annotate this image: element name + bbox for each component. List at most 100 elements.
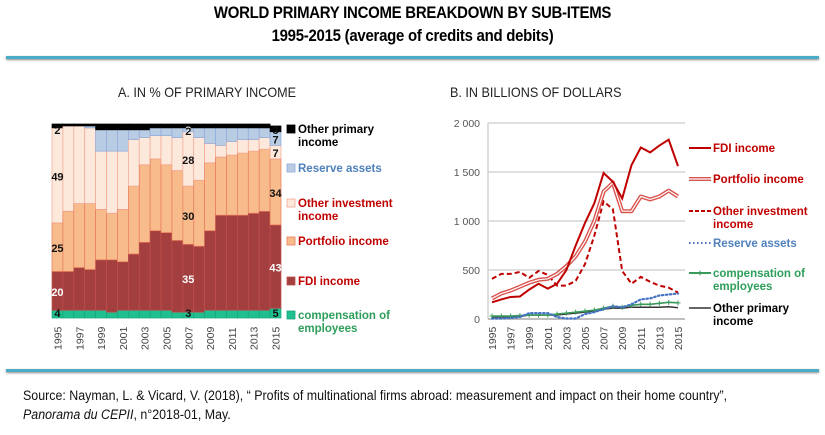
chart-title: WORLD PRIMARY INCOME BREAKDOWN BY SUB-IT… (213, 3, 612, 22)
legend-label-reserve-assets: Reserve assets (298, 163, 382, 175)
legend-label-other-investment-income: income (298, 211, 338, 223)
y-tick-label-1500: 1 500 (454, 167, 480, 179)
legend-label-other-investment-income: Other investment (298, 198, 393, 210)
line-chart: 0 500 1 000 1 500 2 000 1995 1997 1999 2001 2003 2… (454, 118, 808, 350)
marker-compensation-of-employees-2015 (675, 300, 681, 306)
data-label-compensation-of-employees-2007: 3 (185, 308, 191, 320)
data-label-reserve-assets-2007: 2 (185, 126, 191, 138)
source-journal: Panorama du CEPII (23, 407, 134, 422)
legend-swatch-reserve-assets (286, 163, 296, 173)
x-tick-label-1995: 1995 (52, 326, 64, 350)
top-divider (6, 56, 819, 59)
x-tick-label-2001: 2001 (118, 326, 130, 350)
marker-compensation-of-employees-2003 (563, 310, 569, 316)
data-label-portfolio-income-2015: 34 (269, 188, 282, 200)
legend-label-fdi-income: FDI income (713, 143, 775, 155)
y-tick-label-500: 500 (462, 265, 480, 277)
marker-compensation-of-employees-1997 (508, 313, 514, 319)
marker-compensation-of-employees-2005 (582, 308, 588, 314)
panel-a-title: A. IN % OF PRIMARY INCOME (118, 84, 297, 100)
legend-item-reserve-assets: Reserve assets (689, 238, 797, 250)
chart-subtitle: 1995-2015 (average of credits and debits… (271, 26, 554, 45)
data-label-compensation-of-employees-2015: 5 (272, 308, 278, 320)
legend-item-portfolio-income: Portfolio income (286, 236, 389, 248)
x-tick-label-2003: 2003 (140, 326, 152, 350)
legend-label-compensation-of-employees: compensation of (298, 310, 390, 322)
data-label-compensation-of-employees-1995: 4 (54, 308, 61, 320)
x-tick-label-2007: 2007 (183, 326, 195, 350)
series-compensation-of-employees (489, 299, 681, 319)
legend-label-compensation-of-employees: compensation of (713, 268, 805, 280)
y-tick-label-1000: 1 000 (454, 216, 480, 228)
data-label-other-primary-income-2007: 2 (185, 125, 191, 137)
marker-compensation-of-employees-2014 (666, 299, 672, 305)
legend-swatch-portfolio-income (286, 236, 296, 246)
source-suffix: , n°2018-01, May. (133, 407, 231, 422)
data-label-other-investment-income-2007: 28 (182, 155, 194, 167)
bottom-divider (6, 369, 819, 372)
data-label-reserve-assets-2015: 7 (272, 135, 278, 147)
data-label-fdi-income-2007: 35 (182, 274, 194, 286)
line-reserve-assets (490, 292, 680, 320)
marker-compensation-of-employees-2012 (647, 301, 653, 307)
legend-label-fdi-income: FDI income (298, 276, 360, 288)
data-label-other-investment-income-1995: 49 (51, 171, 63, 183)
data-label-fdi-income-2015: 43 (269, 263, 281, 275)
x-tick-label-2009: 2009 (205, 326, 217, 350)
legend-label-portfolio-income: Portfolio income (713, 174, 804, 186)
bar-stack-1999 (95, 123, 107, 319)
source-note: Source: Nayman, L. & Vicard, V. (2018), … (23, 386, 741, 424)
legend-label-other-investment-income: Other investment (713, 206, 808, 218)
series-reserve-assets (490, 292, 680, 320)
marker-compensation-of-employees-2013 (656, 300, 662, 306)
data-label-other-primary-income-2015: 3 (272, 125, 278, 137)
bar-stack-2015 (269, 125, 282, 319)
x-tick-label-2007: 2007 (599, 326, 611, 350)
line-inner-portfolio-income (491, 182, 679, 299)
marker-compensation-of-employees-2011 (638, 301, 644, 307)
legend-swatch-fdi-income (286, 276, 296, 286)
x-tick-label-2009: 2009 (617, 326, 629, 350)
y-tick-label-2000: 2 000 (454, 118, 480, 130)
legend-swatch-compensation-of-employees (286, 310, 296, 320)
line-fdi-income (491, 138, 679, 304)
legend-label-reserve-assets: Reserve assets (713, 238, 797, 250)
data-label-other-primary-income-1995: 2 (54, 125, 60, 137)
legend-label-compensation-of-employees: employees (713, 281, 772, 293)
bar-stack-2003 (138, 123, 151, 319)
data-label-other-investment-income-2015: 7 (272, 148, 278, 160)
legend-item-reserve-assets: Reserve assets (286, 163, 382, 175)
source-prefix: Source: Nayman, L. & Vicard, V. (2018), … (23, 388, 728, 403)
marker-compensation-of-employees-2004 (573, 309, 579, 315)
legend-item-fdi-income: FDI income (689, 143, 775, 155)
x-tick-label-2005: 2005 (162, 326, 174, 350)
legend-label-other-investment-income: income (713, 219, 753, 231)
x-tick-label-1999: 1999 (524, 326, 536, 350)
x-tick-label-1999: 1999 (96, 326, 108, 350)
legend-label-portfolio-income: Portfolio income (298, 236, 389, 248)
x-tick-label-1997: 1997 (506, 326, 518, 350)
bar-stack-2001 (117, 123, 129, 319)
x-tick-label-2015: 2015 (271, 326, 283, 350)
x-tick-label-2001: 2001 (543, 326, 555, 350)
bar-other-primary-income-2015 (269, 125, 282, 133)
legend-label-other-primary-income: income (298, 137, 338, 149)
bar-stack-2007 (182, 123, 195, 319)
legend-item-fdi-income: FDI income (286, 276, 360, 288)
line-other-investment-income (491, 199, 679, 294)
x-tick-label-2013: 2013 (249, 326, 261, 350)
series-fdi-income (491, 138, 679, 304)
x-tick-label-1997: 1997 (74, 326, 86, 350)
legend-label-other-primary-income: Other primary (298, 124, 375, 136)
x-tick-label-2013: 2013 (654, 326, 666, 350)
bar-stack-2014 (258, 123, 271, 319)
legend-label-other-primary-income: income (713, 316, 753, 328)
legend-swatch-other-primary-income (286, 124, 296, 134)
legend-item-portfolio-income: Portfolio income (689, 174, 804, 186)
